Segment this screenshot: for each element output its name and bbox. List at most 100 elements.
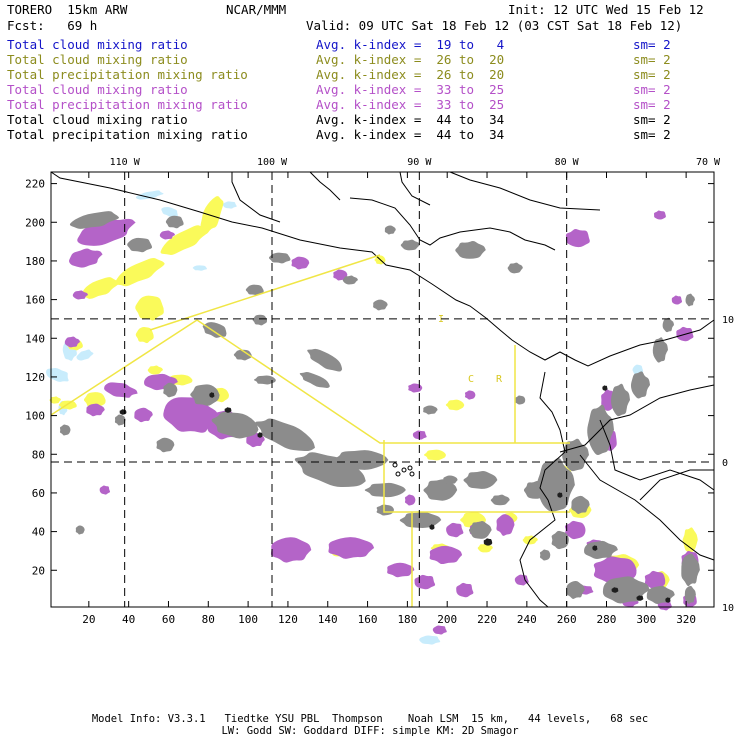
y-tick-label: 140 [25, 332, 45, 345]
coastline [231, 172, 281, 223]
very-high-cloud-area [332, 450, 389, 470]
high-cloud-area [328, 537, 375, 559]
very-high-cloud-area [342, 275, 358, 285]
high-cloud-area [565, 229, 590, 248]
very-high-cloud-area [490, 494, 510, 506]
very-high-cloud-area [190, 384, 220, 406]
peak-area [224, 407, 232, 413]
map-label: R [496, 374, 503, 385]
x-tick-label: 100 [238, 613, 258, 626]
y-tick-label: 40 [32, 526, 45, 539]
high-cloud-area [159, 230, 175, 240]
x-tick-label: 160 [358, 613, 378, 626]
very-high-cloud-area [75, 525, 85, 535]
very-high-cloud-area [652, 337, 668, 363]
legend-stat: Avg. k-index = 26 to 20 [316, 52, 505, 67]
x-tick-label: 140 [318, 613, 338, 626]
legend-sm: sm= 2 [633, 37, 671, 52]
mid-cloud-area [682, 527, 698, 553]
very-high-cloud-area [681, 553, 700, 587]
very-high-cloud-area [423, 479, 458, 501]
peak-area [611, 587, 619, 593]
legend-stat: Avg. k-index = 33 to 25 [316, 82, 505, 97]
mid-cloud-area [445, 399, 465, 411]
domain-boundary [50, 319, 570, 444]
legend-field: Total cloud mixing ratio [7, 52, 188, 67]
very-high-cloud-area [252, 314, 267, 326]
legend-field: Total cloud mixing ratio [7, 37, 188, 52]
legend-stat: Avg. k-index = 33 to 25 [316, 97, 505, 112]
very-high-cloud-area [662, 317, 674, 333]
peak-area [557, 492, 563, 498]
high-cloud-area [64, 336, 80, 348]
mid-cloud-area [160, 225, 210, 255]
model-info: Model Info: V3.3.1 Tiedtke YSU PBL Thomp… [91, 713, 649, 725]
light-cloud-area [222, 201, 237, 209]
coastline [599, 419, 715, 491]
light-cloud-area [46, 367, 69, 382]
longitude-label: 110 W [110, 157, 141, 168]
legend-field: Total cloud mixing ratio [7, 112, 188, 127]
x-tick-label: 200 [437, 613, 457, 626]
longitude-label: 100 W [257, 157, 288, 168]
very-high-cloud-area [423, 405, 438, 415]
x-tick-label: 260 [557, 613, 577, 626]
high-cloud-area [653, 210, 666, 220]
peak-area [602, 385, 608, 391]
legend-sm: sm= 2 [633, 52, 671, 67]
island [392, 462, 398, 468]
longitude-label: 70 W [696, 157, 721, 168]
legend-field: Total precipitation mixing ratio [7, 127, 248, 142]
x-tick-label: 80 [202, 613, 215, 626]
legend-sm: sm= 2 [633, 112, 671, 127]
very-high-cloud-area [307, 348, 343, 372]
legend-sm: sm= 2 [633, 97, 671, 112]
high-cloud-area [99, 485, 111, 495]
high-cloud-area [514, 574, 529, 586]
very-high-cloud-area [294, 452, 366, 488]
mid-cloud-area [49, 396, 61, 404]
very-high-cloud-area [584, 540, 618, 559]
coastline [399, 171, 431, 206]
y-tick-label: 120 [25, 371, 45, 384]
model-title: TORERO 15km ARW [7, 2, 128, 17]
very-high-cloud-area [202, 322, 227, 338]
island [407, 465, 413, 471]
high-cloud-area [72, 290, 88, 300]
x-tick-label: 300 [636, 613, 656, 626]
very-high-cloud-area [373, 299, 388, 311]
high-cloud-area [464, 390, 476, 400]
very-high-cloud-area [455, 241, 486, 259]
x-tick-label: 220 [477, 613, 497, 626]
very-high-cloud-area [69, 211, 120, 229]
latitude-label: 10 N [722, 315, 740, 326]
very-high-cloud-area [566, 580, 585, 599]
very-high-cloud-area [268, 252, 291, 264]
y-tick-label: 160 [25, 294, 45, 307]
legend-stat: Avg. k-index = 19 to 4 [316, 37, 505, 52]
island [409, 471, 415, 477]
forecast-hour: Fcst: 69 h [7, 18, 98, 33]
longitude-label: 90 W [407, 157, 432, 168]
mid-cloud-area [147, 365, 163, 375]
very-high-cloud-area [399, 511, 442, 528]
coastline [519, 371, 566, 608]
map-label: C [468, 374, 474, 385]
domain-boundary [149, 254, 381, 331]
coastline [349, 197, 556, 251]
peak-area [209, 392, 215, 398]
high-cloud-area [671, 295, 683, 305]
coastline [449, 171, 601, 211]
very-high-cloud-area [610, 383, 630, 417]
y-tick-label: 180 [25, 255, 45, 268]
y-tick-label: 80 [32, 448, 45, 461]
very-high-cloud-area [299, 371, 330, 388]
mid-cloud-area [81, 277, 119, 299]
mid-cloud-area [135, 327, 154, 344]
legend-sm: sm= 2 [633, 127, 671, 142]
very-high-cloud-area [114, 414, 126, 426]
high-cloud-area [564, 520, 586, 540]
mid-cloud-area [83, 392, 106, 409]
peak-area [636, 595, 644, 601]
high-cloud-area [644, 570, 666, 590]
